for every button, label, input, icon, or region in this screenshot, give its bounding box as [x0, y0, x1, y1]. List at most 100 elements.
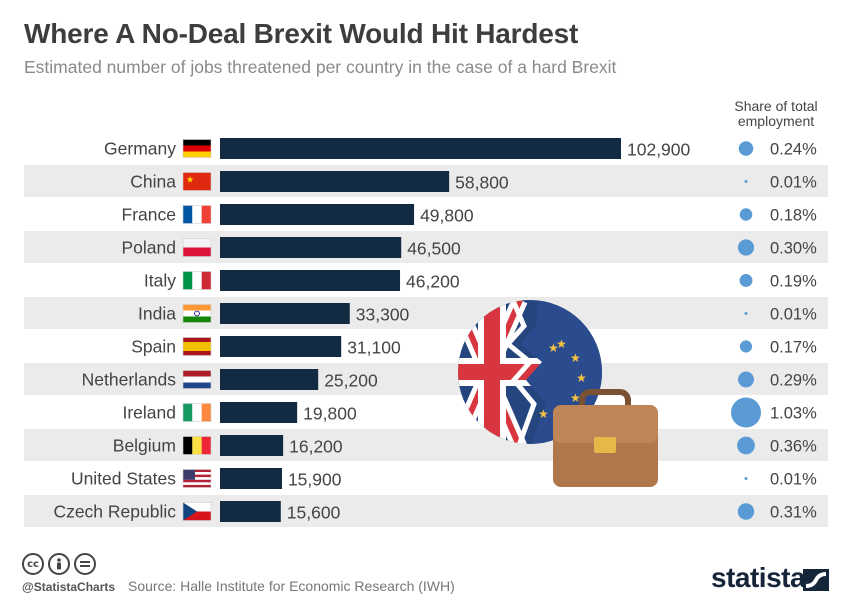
- value-label: 102,900: [627, 140, 691, 160]
- chart-row: Ireland 19,800 1.03%: [122, 397, 817, 428]
- bar: [220, 138, 621, 159]
- value-label: 15,900: [288, 470, 342, 490]
- share-label: 0.18%: [770, 207, 817, 225]
- value-label: 16,200: [289, 437, 343, 457]
- row-band: [24, 363, 828, 395]
- value-label: 25,200: [324, 371, 378, 391]
- value-label: 46,500: [407, 239, 461, 259]
- germany-flag-icon: [182, 139, 212, 158]
- category-label: Spain: [131, 337, 176, 357]
- svg-text:★: ★: [570, 391, 581, 405]
- belgium-flag-icon: [182, 436, 212, 455]
- value-label: 33,300: [356, 305, 410, 325]
- bar: [220, 336, 342, 357]
- value-label: 46,200: [406, 272, 460, 292]
- bar: [220, 402, 298, 423]
- share-bubble: [739, 340, 753, 353]
- category-label: Germany: [104, 139, 176, 159]
- share-bubble: [739, 274, 753, 287]
- share-label: 0.29%: [770, 372, 817, 390]
- share-label: 0.24%: [770, 141, 817, 159]
- india-flag-icon: [182, 304, 212, 323]
- chart-rows: Germany 102,900 0.24% China ★ 58,800 0.01% Fran…: [53, 138, 817, 523]
- svg-text:★: ★: [570, 351, 581, 365]
- share-bubble: [737, 436, 755, 455]
- share-bubble: [731, 397, 761, 428]
- spain-flag-icon: [182, 337, 212, 356]
- share-bubble: [744, 477, 748, 480]
- chart-title: Where A No-Deal Brexit Would Hit Hardest: [24, 18, 579, 49]
- netherlands-flag-icon: [182, 370, 212, 389]
- category-label: China: [130, 172, 176, 192]
- category-label: Ireland: [122, 403, 176, 423]
- chart-row: United States 15,900 0.01%: [71, 468, 817, 490]
- united-states-flag-icon: [182, 469, 212, 488]
- value-label: 15,600: [287, 503, 341, 523]
- share-label: 0.01%: [770, 471, 817, 489]
- row-band: [24, 231, 828, 263]
- twitter-handle: @StatistaCharts: [22, 580, 116, 594]
- bar: [220, 369, 319, 390]
- chart-row: Spain 31,100 0.17%: [131, 336, 817, 358]
- share-label: 0.01%: [770, 306, 817, 324]
- italy-flag-icon: [182, 271, 212, 290]
- ireland-flag-icon: [182, 403, 212, 422]
- svg-text:★: ★: [186, 175, 194, 185]
- svg-text:★: ★: [548, 341, 559, 355]
- share-label: 0.17%: [770, 339, 817, 357]
- source-note: Source: Halle Institute for Economic Res…: [128, 578, 455, 594]
- share-column-header: Share of total employment: [734, 98, 818, 129]
- row-band: [24, 297, 828, 329]
- svg-text:★: ★: [538, 407, 549, 421]
- cc-icon: cc: [22, 553, 44, 575]
- value-label: 58,800: [455, 173, 509, 193]
- bar: [220, 270, 401, 291]
- row-band: [24, 495, 828, 527]
- share-label: 0.01%: [770, 174, 817, 192]
- bar: [220, 303, 350, 324]
- chart-row: Germany 102,900 0.24%: [104, 138, 817, 160]
- category-label: United States: [71, 469, 176, 489]
- share-bubble: [739, 208, 753, 221]
- category-label: Poland: [122, 238, 177, 258]
- chart-row: France 49,800 0.18%: [122, 204, 817, 226]
- share-bubble: [738, 141, 754, 156]
- share-label: 1.03%: [770, 405, 817, 423]
- briefcase-icon: [553, 389, 658, 487]
- share-bubble: [737, 239, 755, 256]
- by-icon: [48, 553, 70, 575]
- czech-republic-flag-icon: [182, 502, 212, 521]
- bar: [220, 204, 415, 225]
- category-label: France: [122, 205, 176, 225]
- chart-row: Netherlands 25,200 0.29%: [82, 369, 817, 391]
- brexit-illustration: ★★★ ★★★ ★: [458, 300, 658, 487]
- row-bands: [24, 165, 828, 527]
- share-label: 0.31%: [770, 504, 817, 522]
- category-label: Netherlands: [82, 370, 177, 390]
- poland-flag-icon: [182, 238, 212, 257]
- share-bubble: [738, 371, 754, 388]
- chart-row: Italy 46,200 0.19%: [144, 270, 817, 292]
- share-label: 0.36%: [770, 438, 817, 456]
- share-bubble: [737, 503, 755, 520]
- chart-row: Belgium 16,200 0.36%: [113, 435, 817, 457]
- bar: [220, 237, 402, 258]
- svg-text:★: ★: [556, 337, 567, 351]
- license-icons: cc: [22, 553, 96, 575]
- value-label: 31,100: [347, 338, 401, 358]
- share-label: 0.19%: [770, 273, 817, 291]
- category-label: Italy: [144, 271, 176, 291]
- bar: [220, 171, 450, 192]
- category-label: India: [138, 304, 176, 324]
- chart-row: China ★ 58,800 0.01%: [130, 171, 817, 193]
- category-label: Belgium: [113, 436, 176, 456]
- chart-row: India 33,300 0.01%: [138, 303, 817, 325]
- svg-text:★: ★: [576, 371, 587, 385]
- share-bubble: [744, 180, 748, 183]
- chart-row: Poland 46,500 0.30%: [122, 237, 817, 259]
- france-flag-icon: [182, 205, 212, 224]
- statista-logo: statista: [711, 562, 806, 593]
- statista-logo-icon: [803, 569, 829, 591]
- chart-row: Czech Republic 15,600 0.31%: [53, 501, 817, 523]
- bar: [220, 435, 284, 456]
